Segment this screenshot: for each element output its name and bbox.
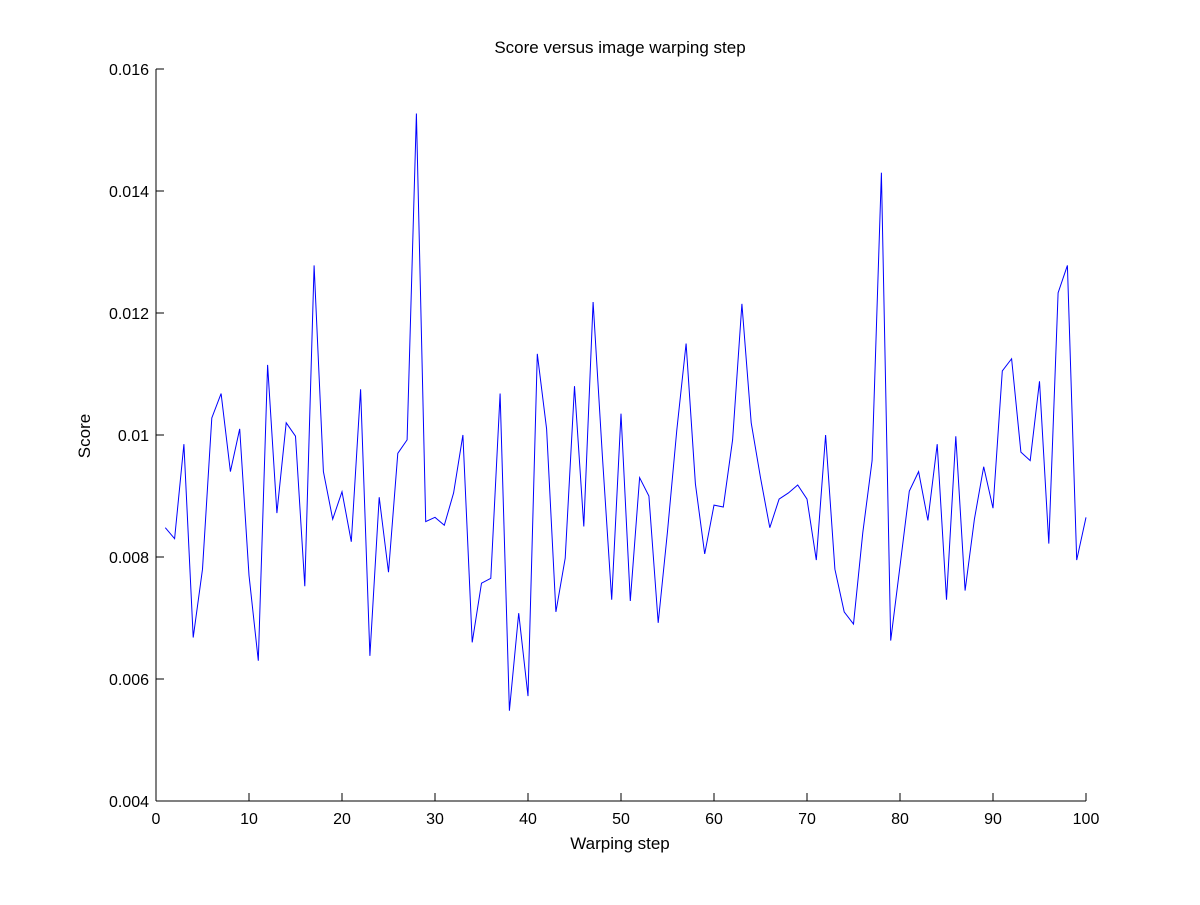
x-tick-label: 80 <box>891 811 909 828</box>
y-tick-label: 0.01 <box>118 428 149 445</box>
y-tick-label: 0.008 <box>109 550 149 567</box>
series-layer <box>164 113 1087 711</box>
x-tick-label: 30 <box>426 811 444 828</box>
x-tick-label: 60 <box>705 811 723 828</box>
x-ticks: 0 10 20 30 40 50 60 70 80 90 100 <box>152 793 1100 828</box>
x-tick-label: 20 <box>333 811 351 828</box>
y-tick-label: 0.016 <box>109 62 149 79</box>
x-tick-label: 40 <box>519 811 537 828</box>
x-tick-label: 100 <box>1073 811 1100 828</box>
x-tick-label: 50 <box>612 811 630 828</box>
y-tick-label: 0.014 <box>109 184 149 201</box>
chart-title: Score versus image warping step <box>494 38 745 57</box>
y-tick-label: 0.012 <box>109 306 149 323</box>
y-axis-label: Score <box>75 414 94 458</box>
x-tick-label: 0 <box>152 811 161 828</box>
y-ticks: 0.004 0.006 0.008 0.01 0.012 0.014 0.016 <box>109 62 164 811</box>
series-line <box>164 113 1087 711</box>
x-axis-label: Warping step <box>570 834 670 853</box>
x-tick-label: 70 <box>798 811 816 828</box>
x-tick-label: 90 <box>984 811 1002 828</box>
y-tick-label: 0.004 <box>109 794 149 811</box>
y-tick-label: 0.006 <box>109 672 149 689</box>
x-tick-label: 10 <box>240 811 258 828</box>
